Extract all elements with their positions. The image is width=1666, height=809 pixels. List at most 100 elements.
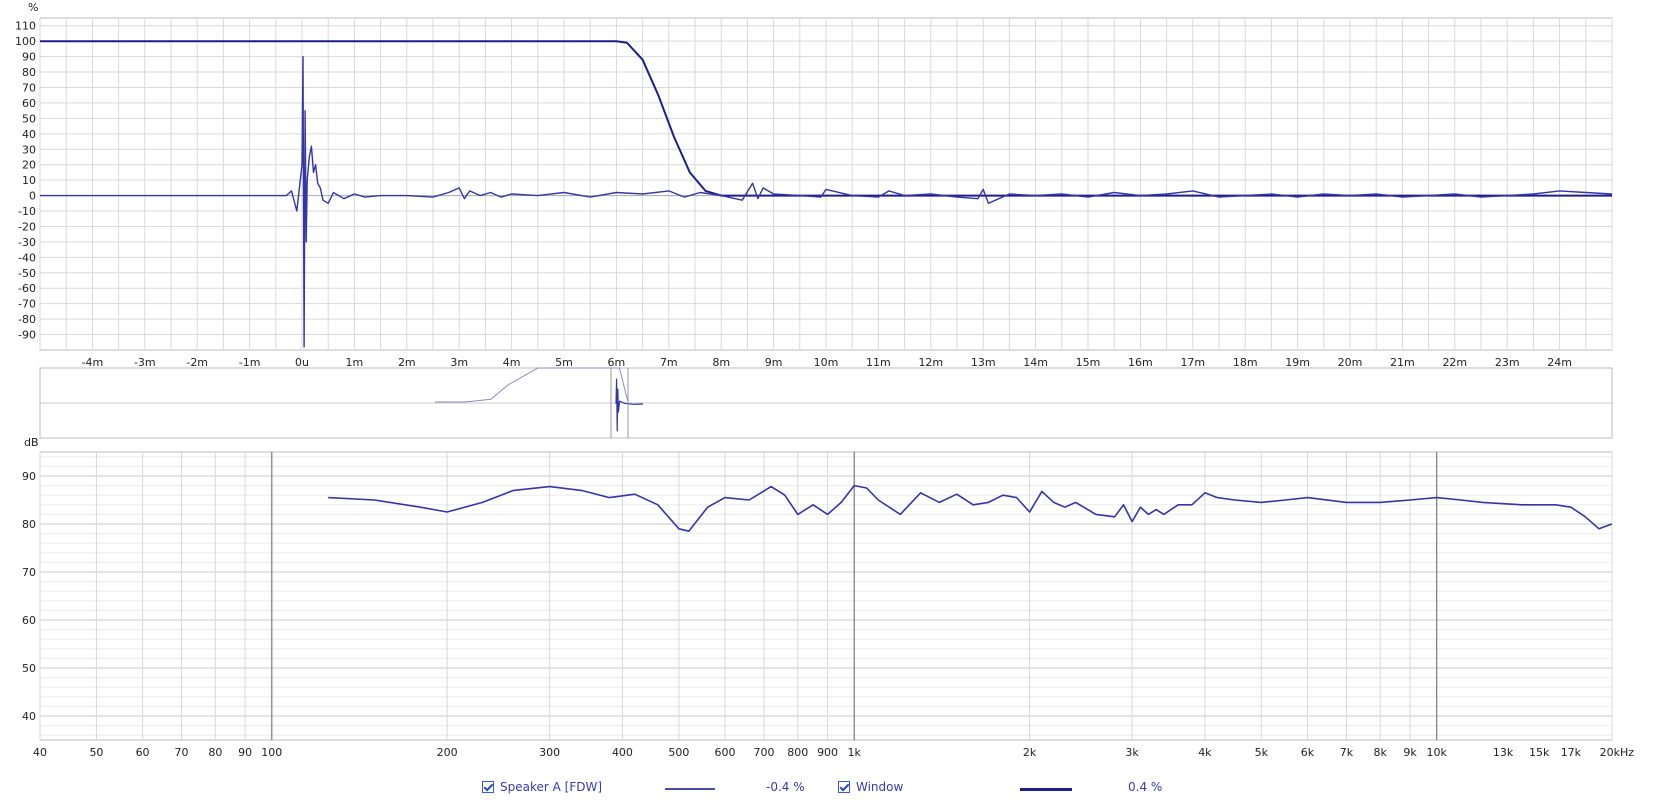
impulse-y-tick-label: 80 xyxy=(22,66,36,79)
frequency-x-tick-label: 900 xyxy=(817,746,838,759)
impulse-x-tick-label: -1m xyxy=(239,356,261,369)
impulse-y-tick-label: 20 xyxy=(22,159,36,172)
impulse-series-impulse xyxy=(40,55,1613,348)
impulse-y-tick-label: 100 xyxy=(15,35,36,48)
impulse-y-tick-label: -60 xyxy=(18,282,36,295)
impulse-y-tick-label: 30 xyxy=(22,143,36,156)
impulse-y-tick-label: -30 xyxy=(18,236,36,249)
impulse-y-unit-label: % xyxy=(28,1,38,14)
legend-value-window: 0.4 % xyxy=(1128,780,1163,794)
impulse-y-tick-label: -10 xyxy=(18,205,36,218)
impulse-plot[interactable] xyxy=(40,40,1613,348)
checkbox-checked-icon[interactable] xyxy=(838,781,850,793)
frequency-x-tick-label: 80 xyxy=(208,746,222,759)
impulse-y-tick-label: -80 xyxy=(18,313,36,326)
legend-label-speaker-a: Speaker A [FDW] xyxy=(500,780,603,794)
impulse-x-tick-label: 11m xyxy=(866,356,891,369)
frequency-x-tick-label: 70 xyxy=(175,746,189,759)
frequency-x-tick-label: 7k xyxy=(1340,746,1354,759)
frequency-x-tick-label: 300 xyxy=(539,746,560,759)
impulse-x-tick-label: 13m xyxy=(971,356,996,369)
impulse-x-tick-label: 0u xyxy=(295,356,309,369)
impulse-y-tick-label: -70 xyxy=(18,298,36,311)
impulse-x-tick-label: 10m xyxy=(814,356,839,369)
frequency-x-tick-label: 20kHz xyxy=(1600,746,1635,759)
frequency-x-tick-label: 17k xyxy=(1561,746,1582,759)
impulse-x-tick-label: 17m xyxy=(1180,356,1205,369)
frequency-x-tick-label: 1k xyxy=(848,746,862,759)
impulse-y-tick-label: -20 xyxy=(18,220,36,233)
impulse-x-tick-label: 1m xyxy=(346,356,364,369)
impulse-x-tick-label: 7m xyxy=(660,356,678,369)
impulse-y-tick-label: 0 xyxy=(29,190,36,203)
impulse-x-tick-label: 4m xyxy=(503,356,521,369)
impulse-grid xyxy=(39,17,1613,351)
impulse-y-tick-label: 60 xyxy=(22,97,36,110)
frequency-x-tick-label: 700 xyxy=(754,746,775,759)
impulse-x-tick-label: 8m xyxy=(712,356,730,369)
impulse-x-tick-label: 16m xyxy=(1128,356,1153,369)
frequency-y-tick-label: 60 xyxy=(22,614,36,627)
impulse-series-window xyxy=(40,40,1612,197)
time-axis: 1101009080706050403020100-10-20-30-40-50… xyxy=(15,1,1572,369)
impulse-x-tick-label: 23m xyxy=(1495,356,1520,369)
frequency-x-tick-label: 9k xyxy=(1403,746,1417,759)
frequency-x-tick-label: 800 xyxy=(787,746,808,759)
frequency-x-tick-label: 500 xyxy=(668,746,689,759)
frequency-y-tick-label: 40 xyxy=(22,710,36,723)
impulse-x-tick-label: 22m xyxy=(1442,356,1467,369)
legend: Speaker A [FDW] -0.4 % Window 0.4 % xyxy=(0,776,1666,806)
impulse-y-tick-label: 70 xyxy=(22,81,36,94)
frequency-x-tick-label: 10k xyxy=(1426,746,1447,759)
impulse-x-tick-label: -4m xyxy=(82,356,104,369)
impulse-x-tick-label: -3m xyxy=(134,356,156,369)
frequency-x-tick-label: 13k xyxy=(1493,746,1514,759)
frequency-x-tick-label: 600 xyxy=(715,746,736,759)
legend-value-speaker-a: -0.4 % xyxy=(766,780,805,794)
frequency-plot[interactable] xyxy=(328,484,1613,533)
impulse-x-tick-label: 9m xyxy=(765,356,783,369)
frequency-x-tick-label: 60 xyxy=(136,746,150,759)
frequency-x-tick-label: 400 xyxy=(612,746,633,759)
frequency-x-tick-label: 6k xyxy=(1301,746,1315,759)
legend-swatch-speaker-a xyxy=(665,788,715,790)
legend-label-window: Window xyxy=(856,780,904,794)
frequency-series-speaker-a xyxy=(328,484,1613,533)
frequency-y-tick-label: 50 xyxy=(22,662,36,675)
impulse-x-tick-label: 18m xyxy=(1233,356,1258,369)
frequency-x-tick-label: 90 xyxy=(238,746,252,759)
impulse-x-tick-label: 15m xyxy=(1076,356,1101,369)
impulse-x-tick-label: 24m xyxy=(1547,356,1572,369)
frequency-x-tick-label: 4k xyxy=(1198,746,1212,759)
impulse-x-tick-label: 2m xyxy=(398,356,416,369)
checkbox-checked-icon[interactable] xyxy=(482,781,494,793)
overview-plot[interactable] xyxy=(39,367,1613,439)
frequency-grid xyxy=(39,451,1613,741)
frequency-x-tick-label: 2k xyxy=(1023,746,1037,759)
impulse-y-tick-label: -90 xyxy=(18,329,36,342)
impulse-x-tick-label: 5m xyxy=(555,356,573,369)
impulse-x-tick-label: 6m xyxy=(608,356,626,369)
frequency-y-tick-label: 90 xyxy=(22,470,36,483)
legend-item-speaker-a[interactable]: Speaker A [FDW] xyxy=(482,780,602,794)
impulse-x-tick-label: 19m xyxy=(1285,356,1310,369)
frequency-frame xyxy=(39,451,1613,741)
impulse-y-tick-label: 10 xyxy=(22,174,36,187)
impulse-y-tick-label: -50 xyxy=(18,267,36,280)
legend-swatch-window xyxy=(1020,788,1072,791)
legend-item-window[interactable]: Window xyxy=(838,780,903,794)
frequency-y-tick-label: 70 xyxy=(22,566,36,579)
impulse-x-tick-label: 21m xyxy=(1390,356,1415,369)
impulse-x-tick-label: 3m xyxy=(450,356,468,369)
frequency-y-tick-label: 80 xyxy=(22,518,36,531)
overview-series-window xyxy=(435,367,629,403)
impulse-x-tick-label: 20m xyxy=(1338,356,1363,369)
frequency-x-tick-label: 100 xyxy=(261,746,282,759)
frequency-x-tick-label: 15k xyxy=(1529,746,1550,759)
impulse-x-tick-label: 12m xyxy=(918,356,943,369)
frequency-x-tick-label: 40 xyxy=(33,746,47,759)
frequency-x-tick-label: 50 xyxy=(89,746,103,759)
impulse-y-tick-label: 40 xyxy=(22,128,36,141)
frequency-x-tick-label: 200 xyxy=(437,746,458,759)
frequency-x-tick-label: 3k xyxy=(1125,746,1139,759)
